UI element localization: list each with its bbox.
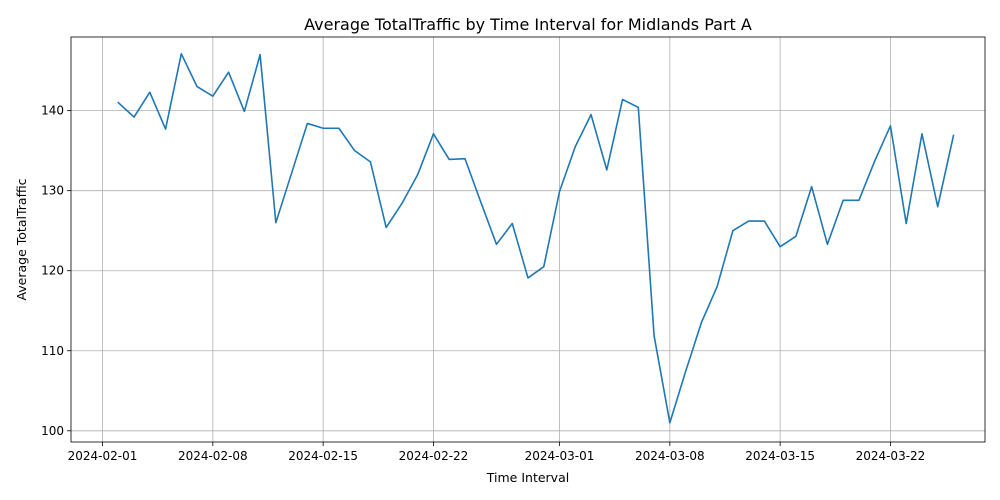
x-tick-label: 2024-02-15 (288, 449, 358, 463)
chart-title: Average TotalTraffic by Time Interval fo… (304, 15, 752, 34)
x-tick-label: 2024-03-01 (525, 449, 595, 463)
y-tick-label: 110 (41, 344, 64, 358)
grid (71, 37, 985, 442)
x-tick-label: 2024-02-01 (68, 449, 138, 463)
x-tick-label: 2024-03-15 (745, 449, 815, 463)
x-axis-label: Time Interval (486, 470, 569, 485)
x-tick-label: 2024-02-08 (178, 449, 248, 463)
plot-frame (70, 36, 986, 443)
x-tick-label: 2024-03-08 (635, 449, 705, 463)
y-tick-label: 120 (41, 264, 64, 278)
series-line (117, 53, 955, 424)
y-tick-label: 140 (41, 104, 64, 118)
y-tick-label: 130 (41, 184, 64, 198)
y-axis-label: Average TotalTraffic (14, 178, 29, 300)
y-tick-label: 100 (41, 424, 64, 438)
x-tick-label: 2024-03-22 (856, 449, 926, 463)
x-tick-label: 2024-02-22 (399, 449, 469, 463)
axis-ticks: 2024-02-01 2024-02-08 2024-02-15 2024-02-22… (41, 104, 925, 463)
